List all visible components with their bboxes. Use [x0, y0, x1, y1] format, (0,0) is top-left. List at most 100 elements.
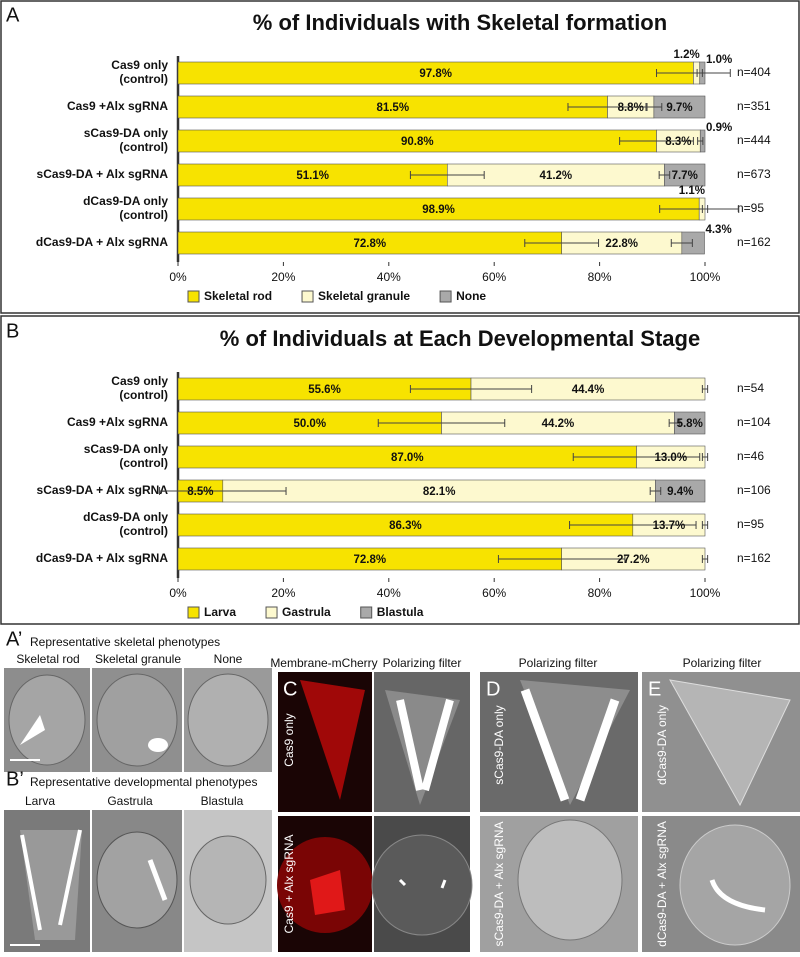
legend-label: None — [456, 289, 486, 303]
category-label: Cas9 +Alx sgRNA — [67, 99, 168, 113]
x-tick-label: 100% — [690, 586, 721, 600]
panel-label: A — [6, 4, 20, 26]
value-label: 90.8% — [401, 136, 434, 148]
panel-label: B — [6, 320, 19, 342]
value-label: 27.2% — [617, 554, 650, 566]
image-label: Larva — [25, 794, 55, 808]
value-label: 1.0% — [706, 54, 732, 66]
category-label: sCas9-DA only (control) — [84, 442, 169, 470]
value-label: 50.0% — [293, 418, 326, 430]
category-label: dCas9-DA only (control) — [83, 194, 168, 222]
x-tick-label: 0% — [169, 586, 187, 600]
micrographs — [642, 672, 800, 952]
category-label: sCas9-DA only (control) — [84, 126, 169, 154]
value-label: 55.6% — [308, 384, 341, 396]
value-label: 41.2% — [540, 170, 573, 182]
image-label: Blastula — [201, 794, 244, 808]
n-label: n=673 — [737, 167, 771, 181]
x-tick-label: 20% — [271, 586, 295, 600]
value-label: 72.8% — [354, 554, 387, 566]
micrographs — [480, 672, 638, 952]
row-label: Cas9 only — [282, 713, 296, 766]
value-label: 0.9% — [706, 122, 732, 134]
category-label: Cas9 only (control) — [111, 58, 168, 86]
x-tick-label: 80% — [588, 270, 612, 284]
column-header: Polarizing filter — [383, 656, 462, 670]
n-label: n=95 — [737, 517, 764, 531]
x-tick-label: 80% — [588, 586, 612, 600]
value-label: 87.0% — [391, 452, 424, 464]
chart-title: % of Individuals with Skeletal formation — [253, 10, 667, 35]
category-label: Cas9 +Alx sgRNA — [67, 415, 168, 429]
value-label: 51.1% — [296, 170, 329, 182]
x-tick-label: 100% — [690, 270, 721, 284]
image-label: None — [214, 652, 243, 666]
legend-swatch — [301, 290, 314, 303]
row-label: sCas9-DA + Alx sgRNA — [492, 821, 506, 946]
n-label: n=404 — [737, 65, 771, 79]
value-label: 1.2% — [674, 49, 700, 61]
column-header: Membrane-mCherry — [270, 656, 377, 670]
value-label: 4.3% — [705, 224, 731, 236]
panel-label: C — [283, 678, 297, 700]
legend-label: Gastrula — [282, 605, 331, 619]
n-label: n=162 — [737, 551, 771, 565]
panel-title: Representative developmental phenotypes — [30, 775, 257, 789]
value-label: 1.1% — [679, 185, 705, 197]
value-label: 97.8% — [419, 68, 452, 80]
column-header: Polarizing filter — [519, 656, 598, 670]
value-label: 13.0% — [654, 452, 687, 464]
x-tick-label: 60% — [482, 586, 506, 600]
value-label: 86.3% — [389, 520, 422, 532]
category-label: sCas9-DA + Alx sgRNA — [37, 483, 169, 497]
legend-label: Skeletal rod — [204, 289, 272, 303]
value-label: 13.7% — [653, 520, 686, 532]
value-label: 7.7% — [672, 170, 698, 182]
value-label: 8.5% — [187, 486, 213, 498]
x-tick-label: 40% — [377, 586, 401, 600]
row-label: dCas9-DA + Alx sgRNA — [655, 821, 669, 947]
value-label: 5.8% — [677, 418, 703, 430]
panel-border — [0, 0, 800, 314]
legend-swatch — [360, 606, 373, 619]
n-label: n=162 — [737, 235, 771, 249]
n-label: n=351 — [737, 99, 771, 113]
value-label: 98.9% — [422, 204, 455, 216]
category-label: Cas9 only (control) — [111, 374, 168, 402]
category-label: sCas9-DA + Alx sgRNA — [37, 167, 169, 181]
n-label: n=54 — [737, 381, 764, 395]
n-label: n=106 — [737, 483, 771, 497]
value-label: 44.4% — [572, 384, 605, 396]
value-label: 8.3% — [665, 136, 691, 148]
panel-label: B’ — [6, 768, 24, 790]
image-label: Skeletal rod — [16, 652, 79, 666]
x-tick-label: 40% — [377, 270, 401, 284]
panel-title: Representative skeletal phenotypes — [30, 635, 220, 649]
n-label: n=104 — [737, 415, 771, 429]
value-label: 72.8% — [354, 238, 387, 250]
value-label: 82.1% — [423, 486, 456, 498]
legend-swatch — [439, 290, 452, 303]
image-label: Gastrula — [107, 794, 153, 808]
legend-swatch — [187, 290, 200, 303]
value-label: 9.4% — [667, 486, 693, 498]
value-label: 9.7% — [666, 102, 692, 114]
n-label: n=444 — [737, 133, 771, 147]
category-label: dCas9-DA + Alx sgRNA — [36, 551, 168, 565]
value-label: 22.8% — [605, 238, 638, 250]
row-label: dCas9-DA only — [655, 705, 669, 785]
category-label: dCas9-DA + Alx sgRNA — [36, 235, 168, 249]
panel-label: D — [486, 678, 500, 700]
micrographs — [4, 668, 272, 772]
value-label: 44.2% — [542, 418, 575, 430]
value-label: 8.8% — [618, 102, 644, 114]
n-label: n=46 — [737, 449, 764, 463]
panel-border — [0, 315, 800, 625]
panel-label: A’ — [6, 628, 22, 650]
column-header: Polarizing filter — [683, 656, 762, 670]
image-label: Skeletal granule — [95, 652, 181, 666]
legend-label: Skeletal granule — [318, 289, 410, 303]
legend-label: Blastula — [377, 605, 424, 619]
micrographs — [4, 810, 272, 952]
